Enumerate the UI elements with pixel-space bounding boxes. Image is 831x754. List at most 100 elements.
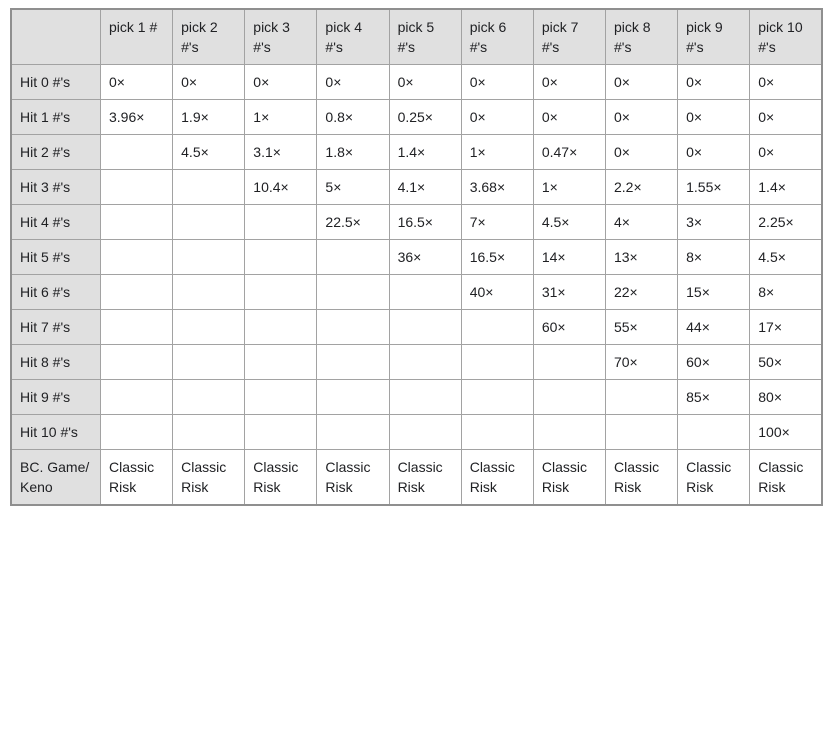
payout-cell: 17× [749,309,823,345]
column-header: pick 9 #'s [677,8,751,65]
payout-cell: 44× [677,309,751,345]
payout-cell: 4× [604,204,679,240]
table-row: Hit 7 #'s 60× 55× 44× 17× [10,309,823,345]
payout-cell: 0× [244,64,318,100]
payout-cell: 31× [532,274,606,310]
payout-cell [244,274,318,310]
row-label: Hit 6 #'s [10,274,101,310]
payout-cell: 2.25× [749,204,823,240]
table-body: Hit 0 #'s 0× 0× 0× 0× 0× 0× 0× 0× 0× 0× Hit 1 #'s 3.… [10,64,823,506]
payout-cell: 36× [388,239,462,275]
column-header: pick 6 #'s [460,8,534,65]
payout-cell [388,379,462,415]
payout-cell: 0× [677,64,751,100]
table-row: Hit 5 #'s 36× 16.5× 14× 13× 8× 4.5× [10,239,823,275]
payout-cell [388,414,462,450]
payout-cell: 0× [460,99,534,135]
payout-cell: 1× [244,99,318,135]
payout-cell [316,309,390,345]
payout-cell: 1.8× [316,134,390,170]
payout-cell: 14× [532,239,606,275]
row-label: Hit 8 #'s [10,344,101,380]
payout-cell [460,344,534,380]
payout-cell: 2.2× [604,169,679,205]
payout-cell: Classic Risk [388,449,462,506]
payout-cell: Classic Risk [460,449,534,506]
payout-cell: 85× [677,379,751,415]
payout-cell [172,274,246,310]
payout-cell [460,309,534,345]
payout-cell: 3× [677,204,751,240]
table-row: Hit 9 #'s 85× 80× [10,379,823,415]
payout-cell [244,309,318,345]
table-row: Hit 10 #'s 100× [10,414,823,450]
table-row: Hit 4 #'s 22.5× 16.5× 7× 4.5× 4× 3× 2.25× [10,204,823,240]
column-header: pick 1 # [99,8,174,65]
table-row: Hit 8 #'s 70× 60× 50× [10,344,823,380]
payout-cell: 0× [604,99,679,135]
row-label: Hit 10 #'s [10,414,101,450]
payout-cell: 0.47× [532,134,606,170]
payout-cell: 0× [749,64,823,100]
payout-cell [172,309,246,345]
payout-cell: 16.5× [460,239,534,275]
payout-cell: 0× [604,134,679,170]
payout-cell: 0× [532,64,606,100]
payout-cell [316,239,390,275]
payout-cell: 5× [316,169,390,205]
payout-cell [99,274,174,310]
payout-cell [172,414,246,450]
payout-cell: Classic Risk [532,449,606,506]
column-header: pick 3 #'s [244,8,318,65]
payout-cell [172,344,246,380]
column-header: pick 7 #'s [532,8,606,65]
payout-cell: 0× [749,99,823,135]
keno-payout-table: pick 1 # pick 2 #'s pick 3 #'s pick 4 #'s pi… [10,8,823,506]
payout-cell [244,379,318,415]
column-header: pick 2 #'s [172,8,246,65]
payout-cell [604,414,679,450]
payout-cell [388,309,462,345]
payout-cell [532,414,606,450]
payout-cell [604,379,679,415]
payout-cell: 8× [677,239,751,275]
payout-cell: Classic Risk [244,449,318,506]
payout-cell [316,344,390,380]
payout-cell [99,169,174,205]
row-label: Hit 1 #'s [10,99,101,135]
table-row: Hit 6 #'s 40× 31× 22× 15× 8× [10,274,823,310]
payout-cell: 55× [604,309,679,345]
payout-cell: 80× [749,379,823,415]
column-header: pick 4 #'s [316,8,390,65]
payout-cell: 50× [749,344,823,380]
payout-cell: Classic Risk [677,449,751,506]
payout-cell [99,239,174,275]
payout-cell: 16.5× [388,204,462,240]
payout-cell: 0× [316,64,390,100]
payout-cell [316,414,390,450]
payout-cell [532,379,606,415]
payout-cell [172,204,246,240]
payout-cell: 0× [99,64,174,100]
payout-cell [172,379,246,415]
payout-cell: 1.4× [388,134,462,170]
payout-cell: 0× [172,64,246,100]
payout-cell: 4.5× [749,239,823,275]
payout-cell [99,379,174,415]
row-label: Hit 5 #'s [10,239,101,275]
payout-cell [244,239,318,275]
payout-cell: 22.5× [316,204,390,240]
column-header: pick 8 #'s [604,8,679,65]
table-row: Hit 3 #'s 10.4× 5× 4.1× 3.68× 1× 2.2× 1.55× 1.4× [10,169,823,205]
payout-cell [316,274,390,310]
row-label: Hit 4 #'s [10,204,101,240]
payout-cell [388,274,462,310]
payout-cell: 0.8× [316,99,390,135]
payout-cell [316,379,390,415]
column-header: pick 5 #'s [388,8,462,65]
row-label: Hit 9 #'s [10,379,101,415]
payout-cell: 0× [604,64,679,100]
payout-cell: 13× [604,239,679,275]
table-row: Hit 2 #'s 4.5× 3.1× 1.8× 1.4× 1× 0.47× 0× 0× 0× [10,134,823,170]
